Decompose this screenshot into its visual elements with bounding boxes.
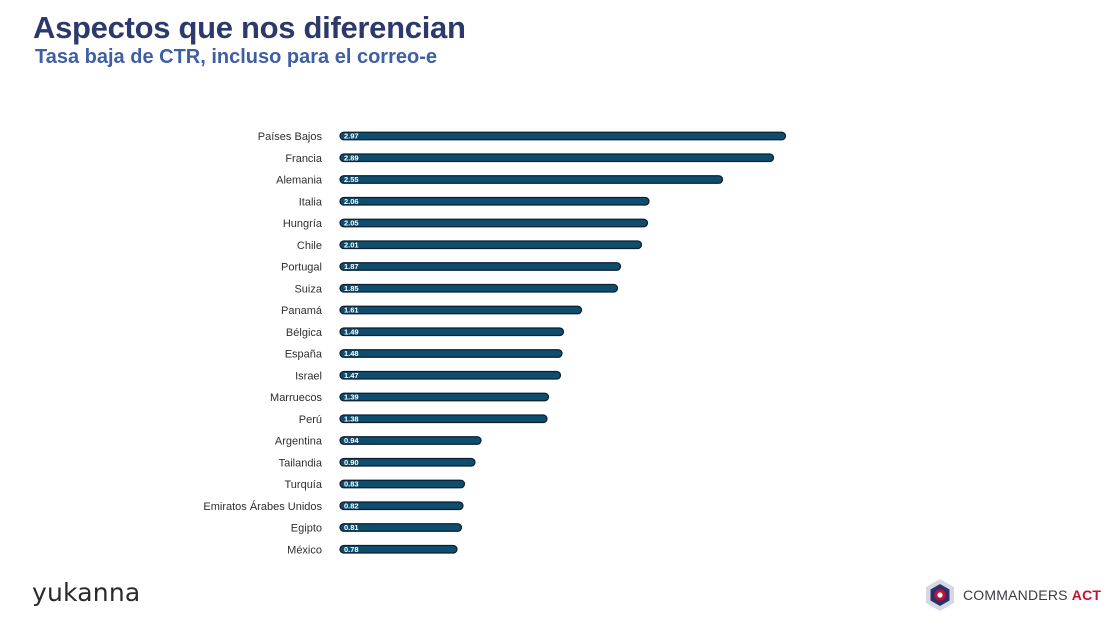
bar-value-label: 2.97: [344, 132, 359, 141]
yukanna-logo: yukanna: [32, 578, 141, 607]
category-label: Perú: [299, 414, 322, 426]
bar-value-label: 0.94: [344, 436, 359, 445]
page-subtitle: Tasa baja de CTR, incluso para el correo…: [35, 46, 437, 68]
bar-value-label: 1.87: [344, 262, 359, 271]
bar: [339, 523, 463, 532]
page-title: Aspectos que nos diferencian: [33, 10, 466, 45]
bar-value-label: 1.38: [344, 414, 359, 423]
bar: [339, 479, 466, 489]
bar-value-label: 2.89: [344, 153, 359, 162]
category-label: Egipto: [291, 523, 322, 535]
bar: [339, 392, 550, 402]
category-label: Bélgica: [286, 327, 323, 339]
bar: [339, 175, 724, 184]
bar: [339, 327, 565, 337]
bar-value-label: 2.06: [344, 197, 359, 206]
bar-value-label: 1.49: [344, 327, 359, 336]
bar-value-label: 2.01: [344, 240, 359, 249]
category-label: Panamá: [281, 305, 323, 317]
bar: [339, 218, 649, 228]
category-label: Suiza: [294, 283, 322, 295]
category-label: Alemania: [276, 175, 323, 187]
bar-value-label: 2.55: [344, 175, 359, 184]
bar: [339, 153, 775, 163]
category-label: Marruecos: [270, 392, 322, 404]
commanders-act-logo: COMMANDERS ACT: [924, 578, 1101, 612]
category-label: Emiratos Árabes Unidos: [203, 500, 322, 513]
bar: [339, 414, 548, 424]
category-label: Israel: [295, 370, 322, 382]
bar: [339, 305, 583, 315]
category-label: México: [287, 544, 322, 556]
bar-value-label: 1.48: [344, 349, 359, 358]
bar-value-label: 0.81: [344, 523, 359, 532]
bar: [339, 262, 622, 271]
bar-value-label: 1.85: [344, 284, 359, 293]
category-label: Tailandia: [279, 457, 323, 469]
category-label: Países Bajos: [258, 131, 323, 143]
category-label: Francia: [285, 153, 323, 165]
bar-value-label: 0.83: [344, 480, 359, 489]
commanders-act-hexagon-icon: [926, 579, 954, 611]
bar: [339, 544, 458, 554]
bar-value-label: 1.61: [344, 306, 359, 315]
category-label: Chile: [297, 240, 322, 252]
bar: [339, 436, 482, 445]
category-label: España: [285, 349, 323, 361]
bar-value-label: 2.05: [344, 219, 359, 228]
bar: [339, 501, 464, 511]
bar-value-label: 0.78: [344, 545, 359, 554]
bar-value-label: 1.39: [344, 393, 359, 402]
bar-value-label: 0.90: [344, 458, 359, 467]
category-label: Hungría: [283, 218, 323, 230]
category-label: Italia: [299, 196, 323, 208]
bar: [339, 349, 563, 358]
bar: [339, 457, 476, 467]
logo-text-main: COMMANDERS: [963, 587, 1068, 603]
bar: [339, 131, 787, 141]
bar: [339, 240, 643, 250]
bar-value-label: 1.47: [344, 371, 359, 380]
bar: [339, 283, 619, 293]
bar: [339, 196, 650, 206]
logo-text-accent: ACT: [1071, 587, 1102, 603]
category-label: Argentina: [275, 436, 323, 448]
bar-value-label: 0.82: [344, 501, 359, 510]
bar: [339, 370, 562, 380]
category-label: Turquía: [284, 479, 322, 491]
category-label: Portugal: [281, 262, 322, 274]
